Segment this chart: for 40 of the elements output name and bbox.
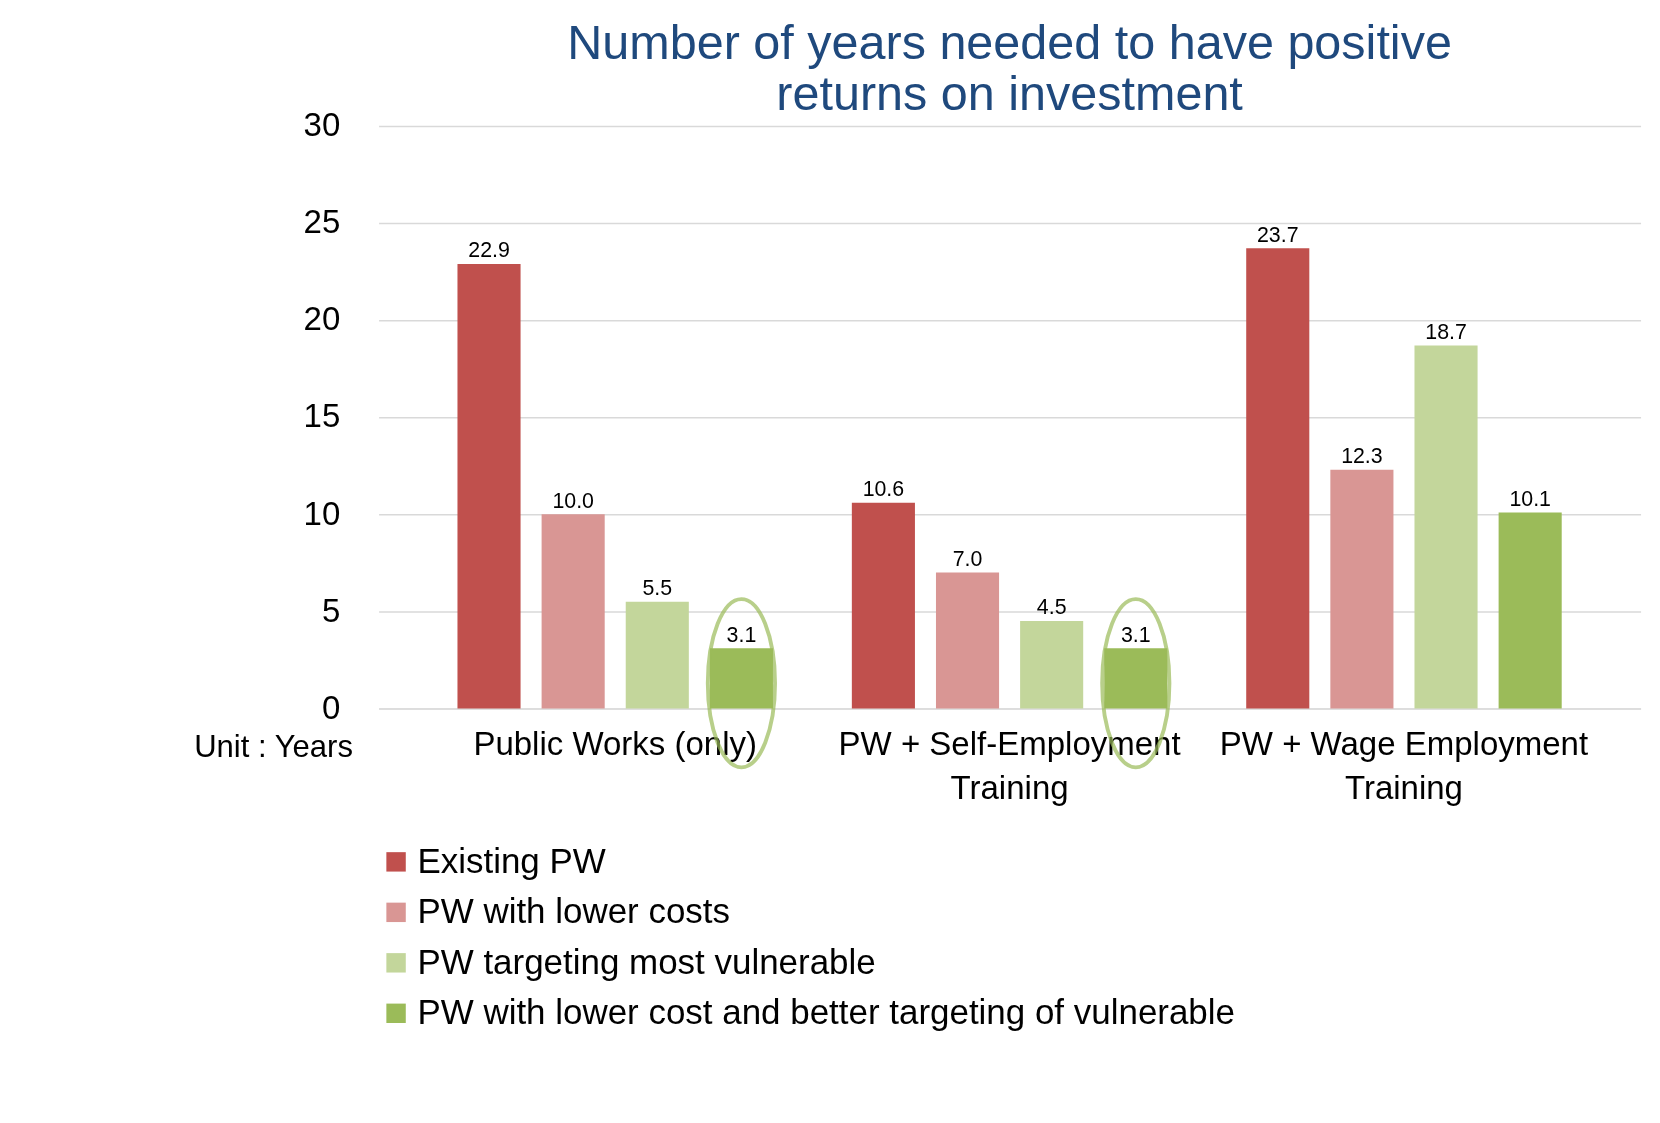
y-tick-label: 0 bbox=[321, 688, 341, 726]
y-tick-label: 20 bbox=[303, 300, 341, 338]
data-label: 10.1 bbox=[1509, 486, 1551, 511]
y-tick-label: 15 bbox=[303, 397, 341, 435]
data-label: 3.1 bbox=[1120, 622, 1151, 647]
y-tick-label: 30 bbox=[303, 106, 341, 144]
chart-title: Number of years needed to have positive returns on investment bbox=[567, 15, 1452, 120]
data-label: 5.5 bbox=[642, 575, 673, 600]
bar bbox=[457, 263, 521, 709]
text: Unit : Years bbox=[194, 729, 353, 765]
x-tick-label: PW + Wage Employment Training bbox=[1219, 724, 1589, 807]
bar bbox=[541, 514, 605, 709]
bar bbox=[1498, 512, 1562, 709]
legend-label: Existing PW bbox=[417, 840, 606, 880]
x-tick-label: PW + Self-Employment Training bbox=[838, 724, 1181, 807]
y-tick-label: 25 bbox=[303, 203, 341, 241]
data-label: 23.7 bbox=[1256, 222, 1299, 247]
data-label: 10.0 bbox=[552, 488, 595, 513]
bar bbox=[1246, 248, 1310, 709]
bar bbox=[935, 572, 1000, 709]
data-label: 12.3 bbox=[1341, 443, 1383, 468]
data-label: 10.6 bbox=[862, 476, 905, 501]
bar bbox=[1020, 621, 1084, 709]
bar bbox=[709, 648, 773, 709]
data-label: 18.7 bbox=[1425, 319, 1467, 344]
data-label: 22.9 bbox=[468, 238, 510, 263]
x-tick-label: Public Works (only) bbox=[473, 724, 758, 762]
data-label: 4.5 bbox=[1036, 595, 1067, 620]
bar bbox=[1414, 345, 1478, 709]
y-tick-label: 5 bbox=[321, 591, 341, 629]
y-tick-label: 10 bbox=[303, 494, 341, 532]
bar bbox=[1104, 648, 1168, 709]
bar bbox=[851, 502, 915, 709]
data-label: 3.1 bbox=[726, 622, 757, 647]
legend-label: PW with lower costs bbox=[417, 891, 730, 931]
bar bbox=[1330, 469, 1394, 709]
legend-label: PW targeting most vulnerable bbox=[417, 941, 876, 981]
bar bbox=[625, 601, 689, 709]
data-label: 7.0 bbox=[952, 546, 983, 571]
legend-label: PW with lower cost and better targeting of vulnerable bbox=[417, 991, 1236, 1031]
